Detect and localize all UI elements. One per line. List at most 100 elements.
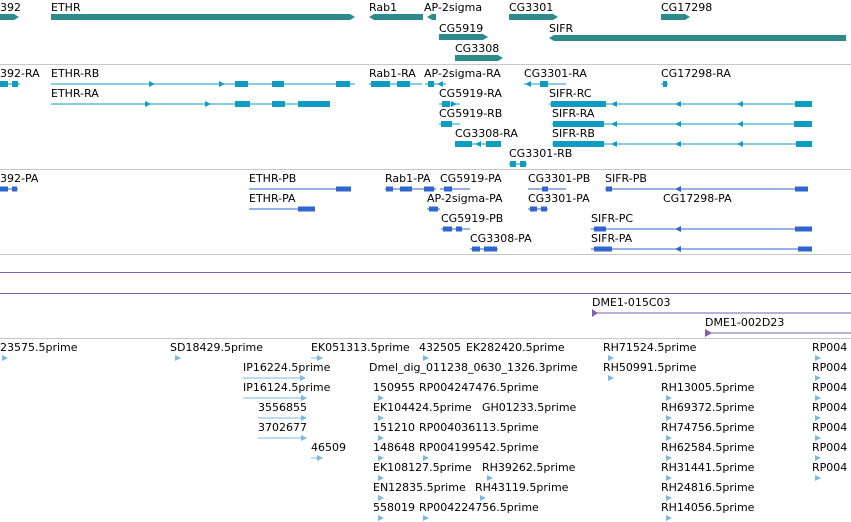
transcript-exon[interactable]	[272, 81, 284, 87]
protein-label[interactable]: SIFR-PC	[591, 212, 634, 225]
est-label[interactable]: 432505	[419, 341, 461, 354]
est-label[interactable]: RH14056.5prime	[661, 501, 755, 514]
transcript-arrow-icon[interactable]	[475, 141, 481, 147]
protein-exon[interactable]	[429, 206, 438, 212]
protein-arrow-icon[interactable]	[675, 226, 681, 232]
transcript-label[interactable]: CG3301-RB	[509, 147, 573, 160]
est-label[interactable]: EK051313.5prime	[311, 341, 410, 354]
transcript-intron[interactable]	[552, 123, 812, 125]
transcript-label[interactable]: ETHR-RB	[51, 67, 100, 80]
transcript-exon[interactable]	[371, 81, 390, 87]
transcript-arrow-icon[interactable]	[737, 141, 743, 147]
est-label[interactable]: RP004	[812, 441, 848, 454]
protein-exon[interactable]	[400, 186, 412, 192]
est-arrow-icon[interactable]	[423, 515, 429, 521]
est-arrow-icon[interactable]	[666, 415, 672, 421]
gene-label[interactable]: CG3308	[455, 42, 500, 55]
est-label[interactable]: EK104424.5prime	[373, 401, 472, 414]
gene-glyph[interactable]	[369, 14, 423, 20]
est-label[interactable]: GH01233.5prime	[482, 401, 577, 414]
est-arrow-icon[interactable]	[175, 355, 181, 361]
est-arrow-icon[interactable]	[378, 455, 384, 461]
est-label[interactable]: RP004199542.5prime	[419, 441, 539, 454]
transcript-exon[interactable]	[235, 81, 248, 87]
est-arrow-icon[interactable]	[300, 375, 306, 381]
protein-label[interactable]: Rab1-PA	[385, 172, 431, 185]
est-arrow-icon[interactable]	[378, 475, 384, 481]
clone-label[interactable]: DME1-015C03	[592, 296, 671, 309]
gene-label[interactable]: CG3301	[509, 1, 554, 14]
est-label[interactable]: EK108127.5prime	[373, 461, 472, 474]
protein-exon[interactable]	[795, 226, 812, 232]
est-label[interactable]: RH71524.5prime	[603, 341, 697, 354]
transcript-arrow-icon[interactable]	[451, 101, 457, 107]
protein-label[interactable]: CG17298-PA	[663, 192, 732, 205]
transcript-exon[interactable]	[336, 81, 350, 87]
clone-arrow-icon[interactable]	[705, 329, 712, 337]
est-label[interactable]: RH43119.5prime	[475, 481, 569, 494]
transcript-arrow-icon[interactable]	[611, 101, 617, 107]
gene-label[interactable]: 392	[0, 1, 21, 14]
est-arrow-icon[interactable]	[317, 355, 323, 361]
protein-label[interactable]: CG3301-PB	[528, 172, 591, 185]
est-arrow-icon[interactable]	[378, 495, 384, 501]
est-arrow-icon[interactable]	[378, 435, 384, 441]
transcript-exon[interactable]	[796, 141, 812, 147]
est-label[interactable]: IP16124.5prime	[243, 381, 331, 394]
transcript-arrow-icon[interactable]	[675, 101, 681, 107]
est-arrow-icon[interactable]	[608, 375, 614, 381]
gene-label[interactable]: SIFR	[549, 22, 574, 35]
est-arrow-icon[interactable]	[815, 355, 821, 361]
transcript-exon[interactable]	[272, 101, 285, 107]
transcript-label[interactable]: Rab1-RA	[369, 67, 416, 80]
transcript-arrow-icon[interactable]	[611, 141, 617, 147]
protein-exon[interactable]	[444, 186, 452, 192]
protein-exon[interactable]	[541, 206, 547, 212]
est-label[interactable]: EN12835.5prime	[373, 481, 466, 494]
est-label[interactable]: SD18429.5prime	[170, 341, 263, 354]
protein-exon[interactable]	[472, 246, 480, 252]
gene-label[interactable]: CG17298	[661, 1, 713, 14]
transcript-label[interactable]: CG3301-RA	[524, 67, 587, 80]
est-arrow-icon[interactable]	[666, 475, 672, 481]
est-label[interactable]: RH74756.5prime	[661, 421, 755, 434]
est-arrow-icon[interactable]	[423, 455, 429, 461]
est-arrow-icon[interactable]	[815, 475, 821, 481]
transcript-label[interactable]: CG17298-RA	[661, 67, 731, 80]
est-arrow-icon[interactable]	[423, 355, 429, 361]
est-label[interactable]: 558019	[373, 501, 415, 514]
est-arrow-icon[interactable]	[317, 455, 323, 461]
transcript-exon[interactable]	[553, 121, 604, 127]
est-arrow-icon[interactable]	[666, 455, 672, 461]
est-label[interactable]: 148648	[373, 441, 415, 454]
gene-glyph[interactable]	[0, 14, 19, 20]
est-label[interactable]: IP16224.5prime	[243, 361, 331, 374]
protein-label[interactable]: CG5919-PA	[440, 172, 502, 185]
est-arrow-icon[interactable]	[666, 435, 672, 441]
protein-exon[interactable]	[424, 186, 434, 192]
transcript-exon[interactable]	[486, 141, 501, 147]
protein-intron[interactable]	[591, 228, 812, 230]
transcript-arrow-icon[interactable]	[525, 81, 531, 87]
transcript-arrow-icon[interactable]	[149, 81, 155, 87]
est-label[interactable]: RH62584.5prime	[661, 441, 755, 454]
transcript-exon[interactable]	[0, 81, 8, 87]
transcript-exon[interactable]	[795, 101, 812, 107]
gene-glyph[interactable]	[549, 35, 846, 41]
protein-exon[interactable]	[386, 186, 393, 192]
est-label[interactable]: RP004	[812, 341, 848, 354]
protein-exon[interactable]	[456, 226, 462, 232]
est-arrow-icon[interactable]	[815, 395, 821, 401]
est-glyph[interactable]	[258, 437, 304, 439]
transcript-intron[interactable]	[51, 83, 355, 85]
est-glyph[interactable]	[243, 377, 303, 379]
est-label[interactable]: RH69372.5prime	[661, 401, 755, 414]
protein-exon[interactable]	[12, 186, 17, 192]
est-label[interactable]: 23575.5prime	[0, 341, 78, 354]
transcript-arrow-icon[interactable]	[145, 101, 151, 107]
est-arrow-icon[interactable]	[2, 355, 8, 361]
transcript-arrow-icon[interactable]	[737, 101, 743, 107]
est-arrow-icon[interactable]	[378, 395, 384, 401]
transcript-exon[interactable]	[428, 81, 434, 87]
est-label[interactable]: RP004	[812, 381, 848, 394]
